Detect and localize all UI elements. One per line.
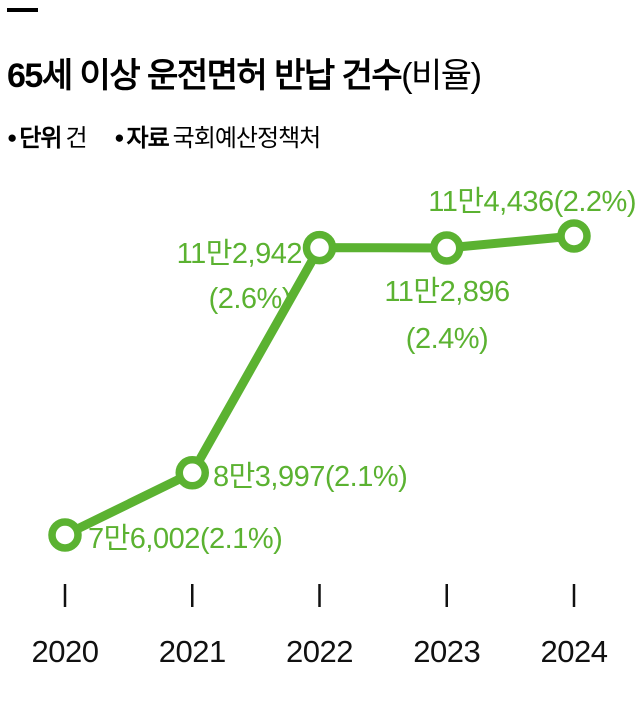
- line-chart: 7만6,002(2.1%) 8만3,997(2.1%) 11만2,942 (2.6%)…: [32, 186, 637, 669]
- year-label-2023: 2023: [413, 634, 480, 669]
- point-label-2022: 11만2,942: [177, 238, 302, 270]
- year-label-2020: 2020: [32, 634, 99, 669]
- meta-source-key: 자료: [126, 125, 170, 152]
- page-title-suffix: (비율): [401, 57, 482, 95]
- chart-meta: ● 단위 건 ● 자료 국회예산정책처: [7, 118, 342, 153]
- bullet-icon: ●: [7, 128, 17, 147]
- year-label-2024: 2024: [541, 634, 608, 669]
- meta-unit-key: 단위: [19, 125, 62, 152]
- point-label-2023: (2.4%): [406, 323, 488, 355]
- bullet-icon: ●: [114, 128, 124, 147]
- page-title: 65세 이상 운전면허 반납 건수(비율): [7, 56, 482, 97]
- point-label-2023: 11만2,896: [384, 276, 509, 308]
- year-label-2021: 2021: [159, 634, 226, 669]
- point-label-2024: 11만4,436(2.2%): [428, 186, 636, 218]
- meta-source: ● 자료 국회예산정책처: [114, 125, 322, 152]
- top-accent-bar: [7, 8, 38, 12]
- data-point-2023: [430, 231, 464, 265]
- meta-source-value: 국회예산정책처: [172, 125, 322, 152]
- year-label-2022: 2022: [286, 634, 353, 669]
- meta-unit: ● 단위 건: [7, 125, 88, 152]
- data-point-2020: [48, 518, 82, 552]
- data-point-2024: [557, 219, 591, 253]
- page-title-main: 65세 이상 운전면허 반납 건수: [7, 57, 403, 95]
- point-label-2021: 8만3,997(2.1%): [213, 461, 407, 493]
- point-label-2022: (2.6%): [209, 283, 291, 315]
- data-point-2022: [302, 230, 337, 265]
- meta-unit-value: 건: [65, 125, 87, 152]
- point-label-2020: 7만6,002(2.1%): [88, 523, 282, 555]
- data-point-2021: [175, 456, 209, 490]
